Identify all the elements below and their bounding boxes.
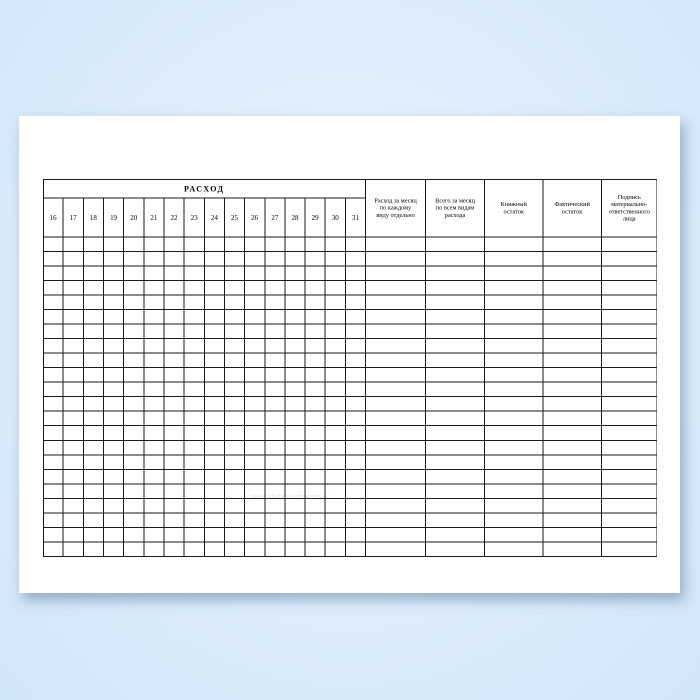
svg-text:материально-: материально- xyxy=(611,201,647,208)
svg-text:Книжный: Книжный xyxy=(501,201,528,208)
svg-text:30: 30 xyxy=(332,214,339,222)
svg-text:Подпись: Подпись xyxy=(618,194,641,201)
svg-text:расхода: расхода xyxy=(445,212,466,219)
svg-text:28: 28 xyxy=(292,214,299,222)
svg-text:лица: лица xyxy=(623,216,636,223)
svg-text:Фактический: Фактический xyxy=(554,201,590,208)
svg-text:21: 21 xyxy=(150,214,157,222)
svg-text:26: 26 xyxy=(251,214,258,222)
svg-text:остаток: остаток xyxy=(504,208,525,215)
svg-text:29: 29 xyxy=(312,214,319,222)
svg-text:Расход за месяц: Расход за месяц xyxy=(374,198,417,205)
svg-text:31: 31 xyxy=(352,214,359,222)
svg-text:по каждому: по каждому xyxy=(380,205,412,212)
svg-text:РАСХОД: РАСХОД xyxy=(184,185,224,194)
svg-text:по всем видам: по всем видам xyxy=(436,205,475,212)
svg-text:виду отдельно: виду отдельно xyxy=(376,212,414,219)
svg-text:24: 24 xyxy=(211,214,218,222)
svg-text:27: 27 xyxy=(271,214,278,222)
svg-text:16: 16 xyxy=(50,214,57,222)
svg-text:Всего за месяц: Всего за месяц xyxy=(435,198,475,205)
svg-text:ответственного: ответственного xyxy=(609,208,650,215)
svg-text:25: 25 xyxy=(231,214,238,222)
svg-text:19: 19 xyxy=(110,214,117,222)
svg-text:18: 18 xyxy=(90,214,97,222)
svg-text:20: 20 xyxy=(130,214,137,222)
svg-text:остаток: остаток xyxy=(562,208,583,215)
svg-text:17: 17 xyxy=(70,214,77,222)
svg-text:23: 23 xyxy=(191,214,198,222)
svg-text:22: 22 xyxy=(171,214,178,222)
